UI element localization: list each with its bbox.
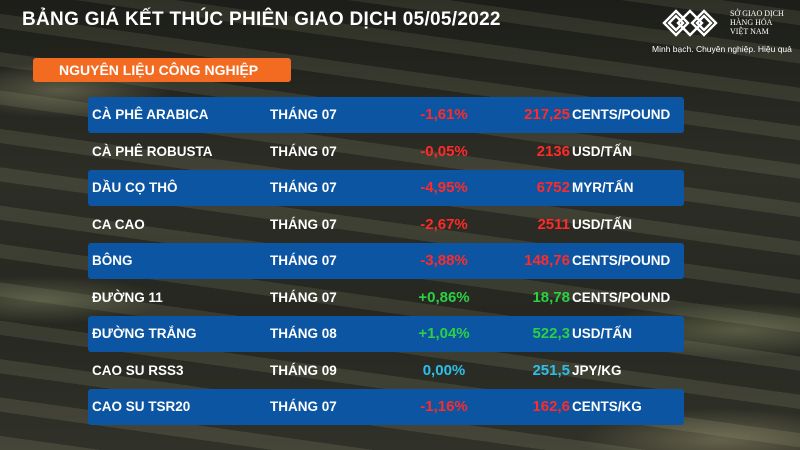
settle-price: 251,5 [532,361,570,379]
settle-price: 18,78 [532,288,570,306]
table-row: CA CAO THÁNG 07 -2,67% 2511 USD/TẤN [88,207,684,244]
contract-month: THÁNG 07 [270,180,337,195]
table-row: CÀ PHÊ ROBUSTA THÁNG 07 -0,05% 2136 USD/… [88,134,684,171]
contract-month: THÁNG 07 [270,399,337,414]
commodity-name: DẦU CỌ THÔ [92,180,178,195]
price-unit: USD/TẤN [572,216,632,232]
price-change: +1,04% [418,325,470,342]
table-row: ĐƯỜNG 11 THÁNG 07 +0,86% 18,78 CENTS/POU… [88,280,684,317]
page-title: BẢNG GIÁ KẾT THÚC PHIÊN GIAO DỊCH 05/05/… [22,9,501,30]
contract-month: THÁNG 07 [270,107,337,122]
price-change: -4,95% [420,179,468,196]
contract-month: THÁNG 08 [270,326,337,341]
price-change: 0,00% [422,361,466,379]
contract-month: THÁNG 07 [270,289,337,305]
settle-price: 217,25 [524,106,570,123]
mxv-logo: SỞ GIAO DỊCH HÀNG HÓA VIỆT NAM Minh bạch… [652,6,796,56]
commodity-name: ĐƯỜNG 11 [92,289,163,305]
table-row: DẦU CỌ THÔ THÁNG 07 -4,95% 6752 MYR/TẤN [88,170,684,206]
commodity-name: CAO SU RSS3 [92,362,184,378]
contract-month: THÁNG 07 [270,143,337,159]
contract-month: THÁNG 07 [270,216,337,232]
logo-slogan: Minh bạch. Chuyên nghiệp. Hiệu quả [652,44,792,54]
price-change: -3,88% [420,252,468,269]
price-unit: CENTS/POUND [572,289,671,305]
price-unit: USD/TẤN [572,326,632,341]
price-change: -1,16% [420,398,468,415]
settle-price: 2511 [537,215,570,233]
settle-price: 148,76 [524,252,570,269]
contract-month: THÁNG 09 [270,362,337,378]
category-label: NGUYÊN LIỆU CÔNG NGHIỆP [33,58,291,82]
price-unit: CENTS/POUND [572,253,671,268]
logo-wordmark: SỞ GIAO DỊCH HÀNG HÓA VIỆT NAM [730,9,784,36]
settle-price: 6752 [536,179,570,196]
table-row: ĐƯỜNG TRẮNG THÁNG 08 +1,04% 522,3 USD/TẤ… [88,316,684,352]
price-change: -1,61% [420,106,468,123]
price-change: -2,67% [420,215,468,233]
commodity-name: ĐƯỜNG TRẮNG [92,326,197,341]
commodity-name: CÀ PHÊ ARABICA [92,107,209,122]
commodity-name: BÔNG [92,253,133,268]
table-row: CÀ PHÊ ARABICA THÁNG 07 -1,61% 217,25 CE… [88,97,684,133]
settle-price: 2136 [536,142,570,160]
table-row: CAO SU RSS3 THÁNG 09 0,00% 251,5 JPY/KG [88,353,684,390]
settle-price: 162,6 [532,398,570,415]
table-row: CAO SU TSR20 THÁNG 07 -1,16% 162,6 CENTS… [88,389,684,425]
price-unit: CENTS/KG [572,399,642,414]
price-unit: JPY/KG [572,362,622,378]
price-change: +0,86% [418,288,470,306]
price-change: -0,05% [420,142,468,160]
price-unit: MYR/TẤN [572,180,634,195]
table-row: BÔNG THÁNG 07 -3,88% 148,76 CENTS/POUND [88,243,684,279]
commodity-name: CÀ PHÊ ROBUSTA [92,143,213,159]
contract-month: THÁNG 07 [270,253,337,268]
settle-price: 522,3 [532,325,570,342]
mxv-logo-icon [662,9,718,37]
price-table: CÀ PHÊ ARABICA THÁNG 07 -1,61% 217,25 CE… [88,97,684,426]
commodity-name: CAO SU TSR20 [92,399,191,414]
price-unit: CENTS/POUND [572,107,671,122]
commodity-name: CA CAO [92,216,145,232]
price-unit: USD/TẤN [572,143,632,159]
